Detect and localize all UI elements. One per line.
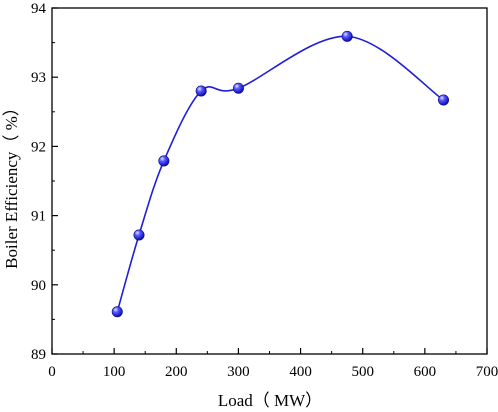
y-tick-label: 93 xyxy=(31,70,46,86)
data-point xyxy=(111,306,123,318)
x-tick-label: 300 xyxy=(227,364,250,380)
plot-frame xyxy=(51,7,488,355)
y-axis-title: Boiler Efficiency（ %） xyxy=(2,99,21,269)
data-point xyxy=(437,94,449,106)
x-tick-label: 100 xyxy=(103,364,126,380)
data-point xyxy=(158,155,170,167)
y-tick-label: 89 xyxy=(31,347,46,363)
x-tick-label: 500 xyxy=(351,364,374,380)
x-tick-label: 400 xyxy=(289,364,312,380)
x-tick-label: 200 xyxy=(165,364,188,380)
series-line-group xyxy=(116,35,444,313)
y-tick-label: 90 xyxy=(31,278,46,294)
y-tick-label: 92 xyxy=(31,139,46,155)
y-tick-label: 91 xyxy=(31,209,46,225)
x-axis-title: Load（ MW） xyxy=(218,391,322,410)
x-tick-label: 600 xyxy=(414,364,437,380)
data-point xyxy=(195,85,207,97)
x-tick-label: 0 xyxy=(48,364,56,380)
x-tick-label: 700 xyxy=(476,364,498,380)
axes: 0 100 200 300 400 500 600 700 89 90 91 92 93 94 xyxy=(31,1,498,380)
y-tick-label: 94 xyxy=(31,1,47,17)
data-point xyxy=(232,82,244,94)
data-points xyxy=(111,30,449,318)
series-line xyxy=(116,35,444,313)
data-point xyxy=(341,30,353,42)
data-point xyxy=(133,229,145,241)
